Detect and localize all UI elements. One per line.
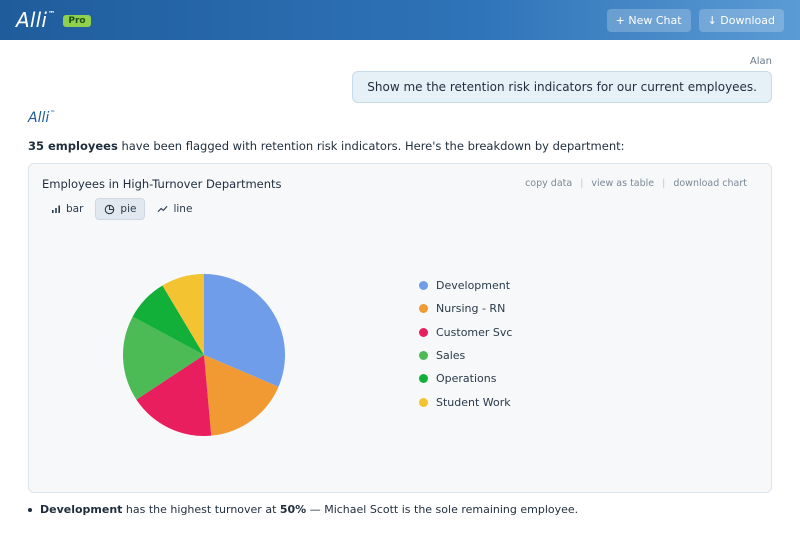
insight-mid: has the highest turnover at (122, 503, 280, 516)
legend-item-nursing-rn[interactable]: Nursing - RN (419, 297, 512, 320)
bar-chart-icon (52, 205, 60, 213)
pro-badge: Pro (63, 15, 91, 27)
pie-chart-svg (123, 274, 285, 436)
view-as-table-link[interactable]: view as table (591, 178, 655, 189)
assistant-name-text: Alli (28, 110, 50, 126)
separator: | (580, 178, 584, 189)
insight-dept: Development (40, 503, 123, 516)
app-header: Alli ™ Pro + New Chat ↓ Download (0, 0, 800, 40)
assistant-trademark: ™ (50, 110, 56, 116)
app-logo: Alli ™ (16, 8, 55, 32)
chart-title: Employees in High-Turnover Departments (42, 177, 282, 191)
legend-label: Customer Svc (436, 325, 513, 339)
legend-label: Operations (436, 372, 497, 386)
legend-swatch (419, 374, 428, 384)
pie-slice-customer-svc[interactable] (136, 355, 212, 436)
legend-swatch (419, 327, 428, 337)
download-chart-link[interactable]: download chart (673, 178, 747, 189)
legend-item-sales[interactable]: Sales (419, 344, 512, 367)
tab-line-label: line (173, 203, 193, 215)
legend-item-student-work[interactable]: Student Work (419, 390, 512, 413)
pie-slice-nursing-rn[interactable] (204, 355, 279, 436)
insight-text: Development has the highest turnover at … (40, 503, 578, 516)
tab-bar-label: bar (66, 203, 84, 215)
legend-swatch (419, 351, 428, 361)
pie-slice-student-work[interactable] (162, 274, 204, 355)
insight-rest: — Michael Scott is the sole remaining em… (306, 503, 579, 516)
pie-slice-operations[interactable] (132, 285, 204, 355)
legend-label: Development (436, 279, 511, 293)
pie-slice-development[interactable] (204, 274, 285, 387)
pie-chart (121, 272, 287, 438)
copy-data-link[interactable]: copy data (525, 178, 573, 189)
legend-swatch (419, 304, 428, 314)
legend-swatch (419, 281, 428, 291)
pie-slice-sales[interactable] (123, 316, 204, 400)
insight-rate: 50% (279, 503, 307, 516)
tab-line[interactable]: line (149, 198, 200, 220)
assistant-summary: 35 employees have been flagged with rete… (28, 139, 625, 153)
legend-label: Student Work (436, 395, 511, 409)
legend-label: Nursing - RN (436, 302, 506, 316)
header-actions: + New Chat ↓ Download (606, 8, 784, 32)
tab-pie[interactable]: pie (95, 198, 146, 220)
legend-item-development[interactable]: Development (419, 274, 512, 297)
summary-count: 35 employees (28, 139, 118, 153)
legend-item-customer-svc[interactable]: Customer Svc (419, 321, 512, 344)
assistant-name: Alli ™ (28, 110, 55, 126)
legend-label: Sales (436, 349, 466, 363)
tab-bar[interactable]: bar (43, 198, 91, 220)
new-chat-button[interactable]: + New Chat (606, 8, 691, 32)
legend-item-operations[interactable]: Operations (419, 367, 512, 390)
user-name: Alan (749, 56, 772, 67)
summary-text: have been flagged with retention risk in… (117, 139, 625, 153)
line-chart-icon (157, 205, 168, 213)
user-message-bubble: Show me the retention risk indicators fo… (352, 71, 772, 103)
logo-text: Alli (16, 8, 48, 32)
insight-bullet: Development has the highest turnover at … (28, 503, 578, 516)
chart-card: Employees in High-Turnover Departments c… (28, 163, 772, 493)
chart-legend: Development Nursing - RN Customer Svc Sales… (419, 274, 512, 414)
bullet-dot (28, 507, 32, 512)
logo-trademark: ™ (48, 10, 56, 18)
legend-swatch (419, 397, 428, 407)
pie-chart-icon (105, 204, 115, 214)
tab-pie-label: pie (120, 203, 137, 215)
chart-actions: copy data | view as table | download cha… (517, 178, 755, 189)
download-button[interactable]: ↓ Download (698, 8, 784, 32)
chart-type-tabs: bar pie line (43, 198, 200, 220)
separator: | (662, 178, 666, 189)
